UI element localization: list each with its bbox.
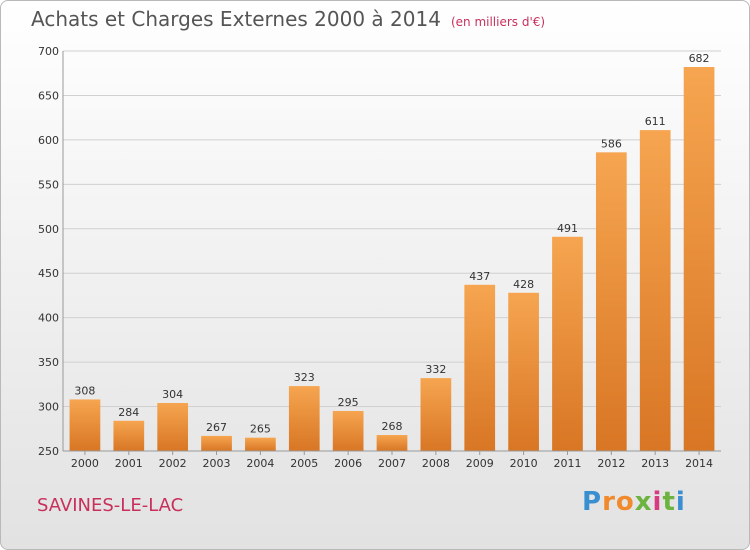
bar-2007	[376, 435, 408, 451]
bar-2008	[420, 378, 452, 451]
bar-2012	[595, 152, 627, 452]
bar-2010	[508, 292, 539, 451]
y-tick-label: 250	[38, 445, 59, 458]
bar-2001	[113, 420, 145, 451]
y-tick-label: 700	[38, 45, 59, 58]
logo-letter: t	[662, 487, 676, 517]
logo-letter: o	[615, 487, 635, 517]
logo-letter: i	[675, 487, 686, 517]
x-tick-label: 2008	[422, 457, 450, 470]
bar-2013	[639, 130, 671, 451]
bar-2005	[288, 386, 320, 451]
logo-letter: r	[602, 487, 616, 517]
proxiti-logo: Proxiti	[582, 487, 686, 517]
data-label: 267	[206, 421, 227, 434]
x-tick-label: 2010	[510, 457, 538, 470]
x-tick-label: 2013	[641, 457, 669, 470]
x-tick-label: 2005	[290, 457, 318, 470]
x-tick-label: 2012	[597, 457, 625, 470]
y-tick-label: 300	[38, 401, 59, 414]
x-tick-label: 2000	[71, 457, 99, 470]
data-label: 332	[425, 363, 446, 376]
bar-2003	[201, 435, 232, 451]
x-tick-label: 2011	[553, 457, 581, 470]
y-tick-label: 550	[38, 178, 59, 191]
x-tick-label: 2001	[115, 457, 143, 470]
x-tick-label: 2002	[159, 457, 187, 470]
data-label: 428	[513, 278, 534, 291]
y-tick-label: 600	[38, 134, 59, 147]
y-tick-label: 500	[38, 223, 59, 236]
data-label: 268	[382, 420, 403, 433]
x-tick-label: 2003	[203, 457, 231, 470]
y-tick-label: 400	[38, 312, 59, 325]
bar-2011	[552, 236, 583, 451]
bar-2014	[683, 67, 715, 451]
y-tick-label: 350	[38, 356, 59, 369]
data-label: 682	[689, 52, 710, 65]
data-label: 308	[74, 384, 95, 397]
logo-letter: i	[652, 487, 663, 517]
y-tick-label: 450	[38, 267, 59, 280]
bar-2006	[332, 411, 364, 451]
bar-2004	[245, 437, 276, 451]
bar-2002	[157, 403, 189, 451]
x-tick-label: 2006	[334, 457, 362, 470]
x-tick-label: 2009	[466, 457, 494, 470]
x-tick-label: 2004	[246, 457, 274, 470]
logo-letter: P	[582, 487, 603, 517]
x-tick-label: 2014	[685, 457, 713, 470]
data-label: 437	[469, 270, 490, 283]
bar-2000	[69, 399, 101, 451]
data-label: 323	[294, 371, 315, 384]
data-label: 304	[162, 388, 183, 401]
bar-2009	[464, 284, 496, 451]
chart-subtitle: (en milliers d'€)	[450, 15, 546, 29]
y-tick-label: 650	[38, 89, 59, 102]
data-label: 611	[645, 115, 666, 128]
title-text: Achats et Charges Externes 2000 à 2014	[31, 7, 441, 31]
chart-title: Achats et Charges Externes 2000 à 2014 (e…	[31, 7, 545, 31]
data-label: 295	[338, 396, 359, 409]
data-label: 491	[557, 222, 578, 235]
x-tick-label: 2007	[378, 457, 406, 470]
logo-letter: x	[634, 487, 653, 517]
commune-name: SAVINES-LE-LAC	[37, 495, 184, 516]
data-label: 586	[601, 137, 622, 150]
data-label: 265	[250, 423, 271, 436]
data-label: 284	[118, 406, 139, 419]
bars: 308 284 304 267 265 323 295 268 332 437 428 491 586 6…	[69, 52, 715, 452]
axes: 250 300 350 400 450 500 550 600 650 700 2000 2001 20…	[38, 45, 721, 470]
